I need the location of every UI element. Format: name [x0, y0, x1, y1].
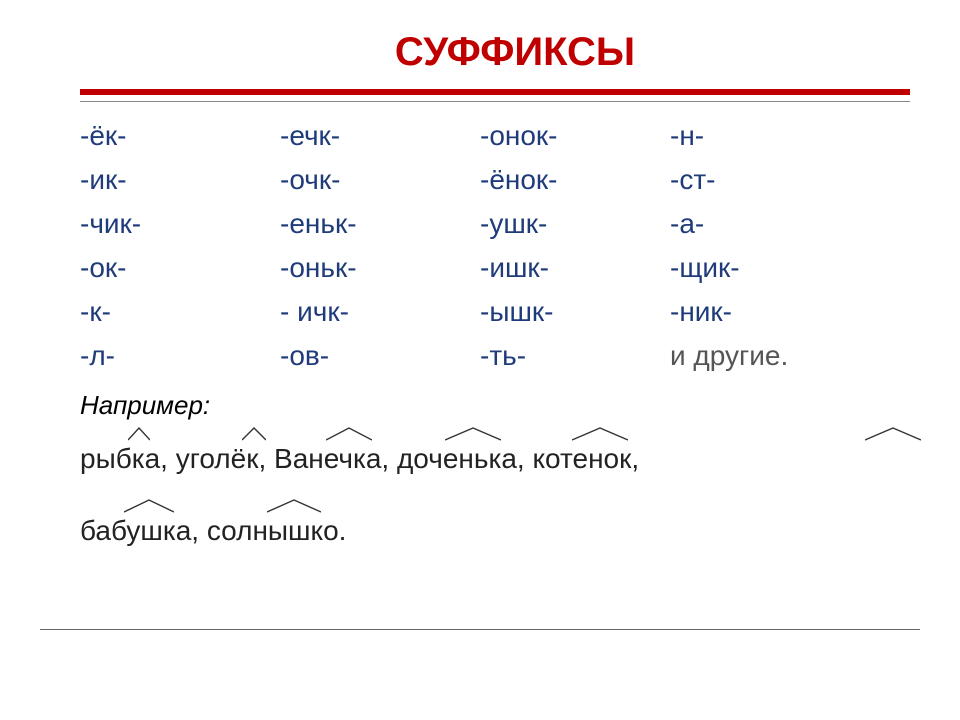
suffix-cell: -к- — [80, 296, 280, 328]
suffix-cell: -ёк- — [80, 120, 280, 152]
suffix-cell: -ов- — [280, 340, 480, 372]
suffix-chevron-icon — [242, 427, 266, 441]
suffix-chevron-icon — [326, 427, 372, 441]
suffix-cell: -очк- — [280, 164, 480, 196]
suffix-cell: -н- — [670, 120, 820, 152]
suffix-cell: -ечк- — [280, 120, 480, 152]
suffix-chevron-icon — [128, 427, 150, 441]
suffix-table: -ёк--ечк--онок--н- -ик--очк--ёнок--ст- -чи… — [80, 120, 910, 372]
example-word: рыбка, — [80, 443, 168, 475]
suffix-cell: -ышк- — [480, 296, 670, 328]
suffix-cell: -ишк- — [480, 252, 670, 284]
suffix-chevron-icon — [267, 499, 321, 513]
example-word: уголёк, — [176, 443, 267, 475]
suffix-cell: -ст- — [670, 164, 820, 196]
suffix-cell: -онок- — [480, 120, 670, 152]
suffix-chevron-icon — [445, 427, 501, 441]
example-line-2: бабушка, солнышко. — [80, 515, 910, 547]
suffix-cell: -щик- — [670, 252, 820, 284]
suffix-cell: -оньк- — [280, 252, 480, 284]
slide: СУФФИКСЫ -ёк--ечк--онок--н- -ик--очк--ёно… — [0, 0, 960, 720]
title-rule — [80, 89, 910, 95]
bottom-rule — [40, 629, 920, 630]
suffix-cell: -ёнок- — [480, 164, 670, 196]
suffix-cell: -еньк- — [280, 208, 480, 240]
suffix-cell: -ть- — [480, 340, 670, 372]
suffix-chevron-icon — [124, 499, 174, 513]
page-title: СУФФИКСЫ — [80, 30, 910, 75]
suffix-chevron-icon — [865, 427, 921, 441]
suffix-cell: -чик- — [80, 208, 280, 240]
suffix-cell: -ик- — [80, 164, 280, 196]
suffix-cell: -л- — [80, 340, 280, 372]
example-label: Например: — [80, 390, 910, 421]
suffix-cell: -ник- — [670, 296, 820, 328]
example-line-1: рыбка, уголёк, Ванечка, доченька, котено… — [80, 443, 910, 475]
example-word: бабушка, — [80, 515, 199, 547]
suffix-chevron-icon — [572, 427, 628, 441]
suffix-cell: и другие. — [670, 340, 820, 372]
suffix-cell: -ок- — [80, 252, 280, 284]
example-word: солнышко. — [207, 515, 347, 547]
example-word: котенок, — [532, 443, 639, 475]
title-rule-thin — [80, 101, 910, 102]
suffix-cell: - ичк- — [280, 296, 480, 328]
suffix-cell: -ушк- — [480, 208, 670, 240]
example-word: Ванечка, — [274, 443, 389, 475]
suffix-cell: -а- — [670, 208, 820, 240]
example-word: доченька, — [397, 443, 525, 475]
